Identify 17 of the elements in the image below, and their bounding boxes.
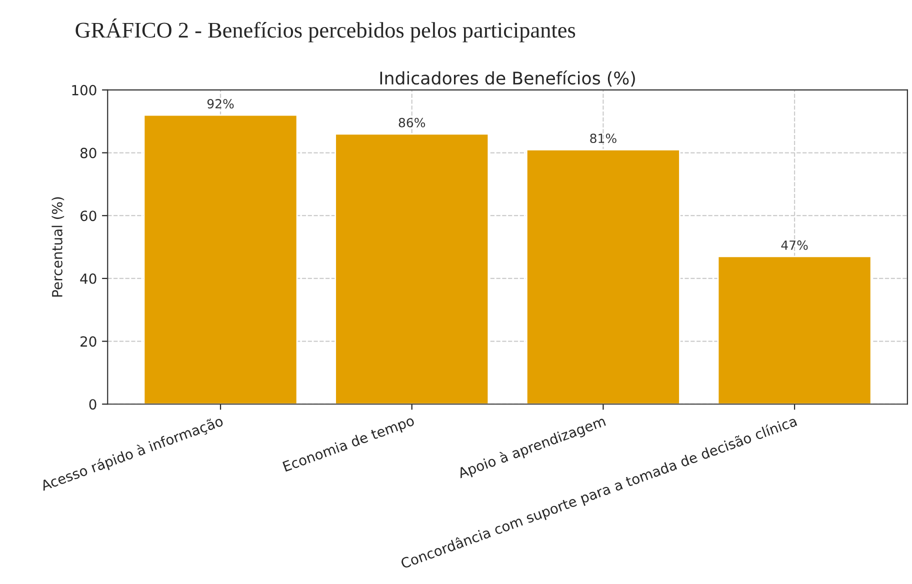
y-tick-label: 40	[80, 273, 96, 284]
bar	[143, 114, 298, 404]
data-label: 81%	[590, 134, 616, 144]
y-tick-label: 80	[80, 148, 96, 158]
y-tick-label: 0	[89, 399, 96, 410]
data-label: 47%	[781, 240, 808, 250]
y-tick-label: 60	[80, 210, 96, 222]
chart-title: GRÁFICO 2 - Benefícios percebidos pelos participantes	[76, 18, 576, 42]
bar	[717, 256, 872, 404]
chart-subtitle: Indicadores de Benefícios (%)	[380, 70, 635, 87]
bar	[526, 148, 680, 404]
y-axis-title: Percentual (%)	[52, 197, 64, 297]
data-label: 92%	[207, 99, 234, 108]
data-label: 86%	[398, 118, 426, 128]
y-tick-label: 100	[72, 84, 96, 96]
y-tick-label: 20	[80, 336, 96, 347]
bar	[334, 133, 490, 404]
